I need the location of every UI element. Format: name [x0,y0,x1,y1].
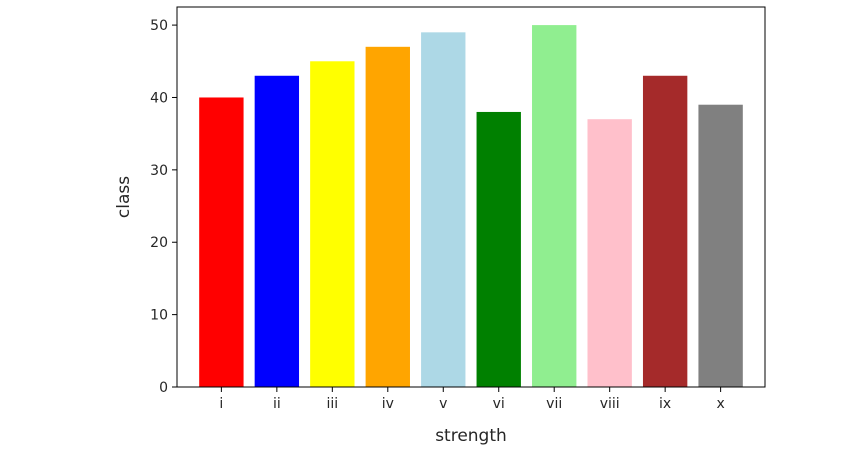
plot-frame [176,6,766,388]
y-tick-label-30: 30 [150,163,168,179]
bar-ii [254,75,300,387]
y-tick-label-40: 40 [150,90,168,106]
x-tick-label-iii: iii [326,396,338,412]
x-axis-ticks: i ii iii iv v vi vii viii ix x [219,387,725,412]
x-tick-label-vii: vii [546,396,562,412]
x-axis-label: strength [435,426,507,446]
bars-group [199,25,743,388]
y-tick-label-10: 10 [150,308,168,324]
y-tick-label-20: 20 [150,235,168,251]
bar-iv [365,46,410,388]
bar-v [421,32,466,387]
x-tick-label-i: i [219,396,223,412]
bar-ix [642,75,688,387]
x-tick-label-viii: viii [600,396,620,412]
x-tick-label-ii: ii [273,396,281,412]
bar-iii [310,61,355,388]
y-tick-label-0: 0 [159,380,168,396]
bar-i [199,97,244,387]
x-tick-label-x: x [716,396,724,412]
x-tick-label-vi: vi [493,396,505,412]
bar-x [698,104,743,387]
x-tick-label-v: v [439,396,447,412]
bar-vi [476,111,521,387]
bar-viii [587,119,632,387]
y-axis-ticks: 0 10 20 30 40 50 [150,18,177,396]
y-tick-label-50: 50 [150,18,168,34]
x-tick-label-iv: iv [382,396,394,412]
y-axis-label: class [114,176,134,218]
x-tick-label-ix: ix [659,396,671,412]
bar-vii [532,25,577,387]
